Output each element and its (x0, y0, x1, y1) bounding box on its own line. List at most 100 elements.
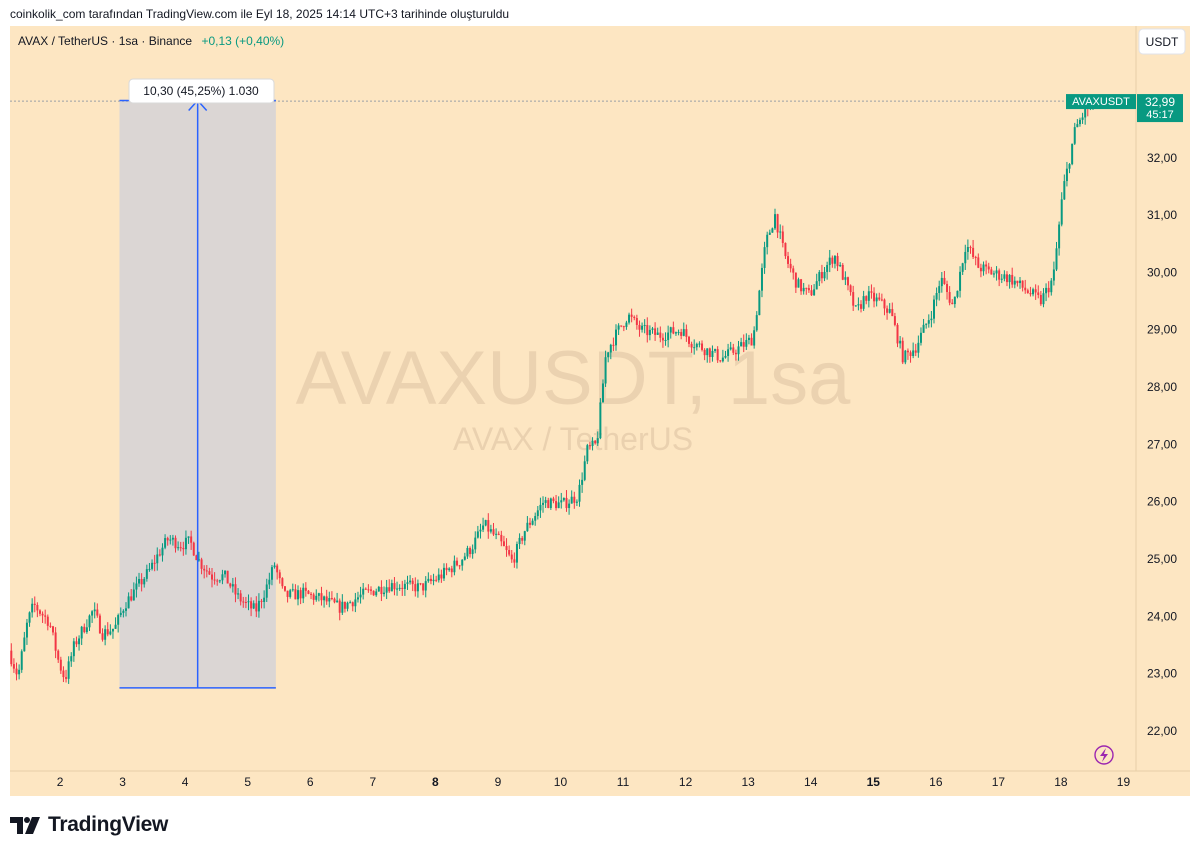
candle-body (184, 537, 187, 550)
candle-body (570, 496, 573, 504)
candle-body (844, 277, 847, 280)
candle-body (114, 624, 117, 629)
candle-body (422, 583, 425, 591)
currency-button[interactable]: USDT (1138, 28, 1186, 55)
candle-body (943, 277, 946, 284)
price-tag: AVAXUSDT 32,99 45:17 (1066, 94, 1183, 123)
y-tick-label: 24,00 (1147, 609, 1177, 623)
candle-body (758, 290, 761, 316)
candle-body (912, 350, 915, 356)
candle-body (932, 299, 935, 319)
candle-body (878, 297, 881, 300)
candle-body (242, 601, 245, 603)
candle-body (336, 600, 339, 603)
candle-body (283, 586, 286, 591)
candle-body (716, 349, 719, 361)
candle-body (403, 583, 406, 589)
candle-body (354, 599, 357, 607)
price-axis[interactable]: 22,00 23,00 24,00 25,00 26,00 27,00 28,00 29,00… (1147, 36, 1177, 738)
candle-body (560, 500, 563, 503)
candle-body (659, 332, 662, 338)
candle-body (36, 604, 39, 611)
candle-body (727, 349, 730, 356)
price-change: +0,13 (+0,40%) (201, 34, 284, 48)
candle-body (669, 327, 672, 333)
price-chart[interactable]: AVAXUSDT, 1sa AVAX / TetherUS 10,30 (45,… (10, 26, 1190, 796)
candle-body (690, 343, 693, 348)
candle-body (268, 579, 271, 585)
candle-body (372, 590, 375, 596)
candle-body (12, 664, 15, 669)
candle-body (211, 574, 214, 580)
candle-body (367, 589, 370, 591)
x-tick-label: 16 (929, 775, 943, 789)
candle-body (946, 283, 949, 293)
candle-body (208, 571, 211, 575)
candle-body (78, 638, 81, 645)
candle-body (91, 611, 94, 616)
candle-body (1047, 287, 1050, 293)
y-tick-label: 29,00 (1147, 323, 1177, 337)
candle-body (526, 522, 529, 532)
candle-body (106, 629, 109, 635)
candle-body (65, 677, 68, 679)
candle-body (98, 615, 101, 634)
candle-body (813, 289, 816, 296)
candle-body (169, 539, 172, 541)
candle-body (581, 479, 584, 485)
tradingview-logo[interactable]: TradingView (10, 812, 168, 838)
candle-body (502, 541, 505, 547)
x-tick-label: 15 (867, 775, 881, 789)
candle-body (922, 324, 925, 333)
candle-body (396, 588, 399, 590)
y-tick-label: 26,00 (1147, 495, 1177, 509)
chart-frame[interactable]: AVAXUSDT, 1sa AVAX / TetherUS 10,30 (45,… (10, 26, 1190, 796)
candle-body (732, 347, 735, 353)
candle-body (127, 596, 130, 609)
candle-body (489, 529, 492, 532)
candle-body (281, 578, 284, 587)
candle-body (247, 601, 250, 603)
candle-body (46, 616, 49, 626)
y-tick-label: 22,00 (1147, 724, 1177, 738)
currency-label: USDT (1146, 35, 1179, 49)
candle-body (401, 587, 404, 589)
candle-body (956, 290, 959, 297)
candle-body (44, 615, 47, 617)
candle-body (745, 339, 748, 347)
candle-body (458, 565, 461, 567)
candle-body (930, 318, 933, 321)
candle-body (166, 538, 169, 541)
candle-body (479, 529, 482, 532)
watermark-subtitle: AVAX / TetherUS (453, 421, 693, 457)
candle-body (1032, 289, 1035, 295)
candle-body (768, 232, 771, 235)
candle-body (416, 583, 419, 592)
x-tick-label: 12 (679, 775, 693, 789)
candle-body (536, 510, 539, 517)
candle-body (302, 587, 305, 599)
candle-body (515, 544, 518, 563)
candle-body (542, 502, 545, 505)
candle-body (549, 498, 552, 509)
candle-body (953, 296, 956, 305)
candle-body (1003, 274, 1006, 279)
lightning-icon[interactable] (1094, 745, 1114, 765)
time-axis[interactable]: 2 3 4 5 6 7 8 9 10 11 12 13 14 15 16 17 18 19 (57, 775, 1131, 789)
candle-body (1052, 269, 1055, 281)
candle-body (440, 574, 443, 579)
candle-body (888, 309, 891, 313)
candle-body (607, 352, 610, 358)
candle-body (528, 522, 531, 525)
candle-body (763, 247, 766, 268)
candle-body (643, 325, 646, 327)
candle-body (325, 596, 328, 602)
chart-caption: coinkolik_com tarafından TradingView.com… (10, 7, 510, 21)
candle-body (630, 314, 633, 317)
candle-body (562, 497, 565, 501)
candle-body (471, 549, 474, 555)
x-tick-label: 13 (741, 775, 755, 789)
candle-body (734, 352, 737, 355)
price-tag-countdown: 45:17 (1146, 109, 1174, 121)
candle-body (237, 593, 240, 595)
